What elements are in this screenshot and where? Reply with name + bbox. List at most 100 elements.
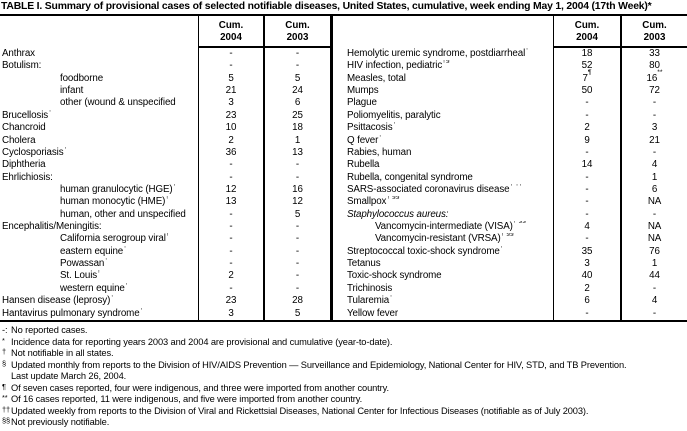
disease-label: Anthrax bbox=[0, 48, 198, 60]
cum-2003-value: 16 bbox=[263, 183, 330, 197]
right-table-header: Cum. 2004 Cum. 2003 bbox=[333, 16, 687, 48]
cum-2003-value: 3 bbox=[620, 122, 687, 135]
value-text: - bbox=[295, 245, 300, 257]
disease-name-text: Diphtheria bbox=[2, 159, 46, 171]
disease-name-text: other (wound & unspecified bbox=[60, 97, 176, 109]
cum-2004-value: 9 bbox=[553, 134, 620, 147]
table-row: Poliomyelitis, paralytic - - bbox=[333, 109, 687, 123]
value-text: 35 bbox=[581, 245, 593, 257]
value-text: 4 bbox=[584, 221, 590, 233]
value-text: 5 bbox=[294, 72, 301, 84]
header-cum-label: Cum. bbox=[285, 20, 310, 31]
value-text: 3 bbox=[228, 97, 234, 109]
superscript-marker: † §§ bbox=[501, 233, 514, 236]
table-row: SARS-associated coronavirus disease† †† -… bbox=[333, 183, 687, 197]
disease-label: St. Louis† bbox=[0, 270, 198, 282]
disease-name-text: Plague bbox=[347, 97, 377, 109]
value-text: 1 bbox=[294, 134, 301, 146]
column-header-cum-2004: Cum. 2004 bbox=[553, 16, 620, 48]
cum-2003-value: - bbox=[263, 60, 330, 73]
cum-2004-value: - bbox=[198, 258, 263, 271]
value-text: 21 bbox=[649, 134, 660, 146]
header-year-label: 2004 bbox=[576, 31, 598, 43]
value-text: - bbox=[585, 109, 589, 121]
header-year-label: 2004 bbox=[220, 31, 242, 43]
value-text: 2 bbox=[584, 122, 590, 134]
table-row: Mumps 50 72 bbox=[333, 85, 687, 98]
disease-label: Hemolytic uremic syndrome, postdiarrheal… bbox=[333, 48, 553, 60]
disease-name-text: Staphylococcus aureus: bbox=[347, 208, 449, 220]
value-text: 12 bbox=[292, 196, 303, 208]
cum-2003-value: NA bbox=[620, 196, 687, 209]
cum-2003-value: - bbox=[263, 245, 330, 259]
disease-name-text: human, other and unspecified bbox=[60, 208, 186, 220]
disease-label: Chancroid bbox=[0, 122, 198, 134]
disease-label: Rubella bbox=[333, 159, 553, 171]
table-row: Staphylococcus aureus: - - bbox=[333, 208, 687, 222]
value-text: 3 bbox=[228, 307, 234, 319]
cum-2004-value: - bbox=[198, 159, 263, 172]
cum-2004-value: 12 bbox=[198, 183, 263, 197]
disease-label: other (wound & unspecified bbox=[0, 97, 198, 109]
value-text: - bbox=[585, 307, 589, 319]
value-text: 13 bbox=[225, 196, 237, 208]
superscript-marker: † bbox=[525, 48, 529, 51]
disease-label: Hantavirus pulmonary syndrome† bbox=[0, 308, 198, 320]
superscript-marker: † bbox=[500, 246, 504, 249]
cum-2004-value: - bbox=[198, 233, 263, 246]
table-row: Brucellosis† 23 25 bbox=[0, 109, 330, 123]
footnote-text: Not previously notifiable. bbox=[11, 417, 110, 428]
cum-2003-value: 13 bbox=[263, 146, 330, 160]
value-text: 13 bbox=[292, 146, 303, 158]
cum-2004-value: 2 bbox=[553, 122, 620, 135]
value-text: 1 bbox=[651, 171, 658, 183]
footnote: ** Of 16 cases reported, 11 were indigeno… bbox=[2, 393, 686, 406]
cum-2004-value: 3 bbox=[553, 258, 620, 271]
disease-name-text: Smallpox bbox=[347, 196, 387, 208]
table-row: Yellow fever - - bbox=[333, 307, 687, 320]
cum-2004-value: 2 bbox=[198, 134, 263, 147]
table-row: infant 21 24 bbox=[0, 85, 330, 98]
cum-2004-value: 23 bbox=[198, 109, 263, 123]
table-row: eastern equine† - - bbox=[0, 245, 330, 259]
right-table-body: Hemolytic uremic syndrome, postdiarrheal… bbox=[333, 48, 687, 320]
superscript-marker: † bbox=[166, 233, 170, 236]
cum-2004-value: 2 bbox=[198, 270, 263, 283]
footnote-line: † Not notifiable in all states. bbox=[2, 347, 686, 360]
cum-2003-value: 21 bbox=[620, 134, 687, 147]
table-row: Tetanus 3 1 bbox=[333, 258, 687, 271]
disease-label: Tetanus bbox=[333, 258, 553, 270]
superscript-marker: † bbox=[389, 295, 393, 298]
disease-name-text: SARS-associated coronavirus disease bbox=[347, 183, 510, 195]
value-text: - bbox=[295, 60, 300, 72]
value-text: 6 bbox=[651, 183, 658, 195]
superscript-marker: † bbox=[165, 196, 169, 199]
value-text: 72 bbox=[649, 85, 660, 97]
value-text: - bbox=[229, 159, 233, 171]
footnote: §§ Not previously notifiable. bbox=[2, 416, 686, 429]
cum-2004-value: - bbox=[198, 60, 263, 73]
cum-2003-value: 5 bbox=[263, 307, 330, 320]
table-row: Vancomycin-intermediate (VISA)† §§ 4 NA bbox=[333, 221, 687, 234]
value-text: 76 bbox=[649, 245, 660, 257]
cum-2003-value: - bbox=[620, 146, 687, 160]
value-text: 14 bbox=[581, 159, 593, 171]
value-text: 12 bbox=[225, 183, 237, 195]
cum-2003-value: 33 bbox=[620, 48, 687, 61]
disease-label: Q fever† bbox=[333, 135, 553, 147]
disease-column-spacer bbox=[0, 16, 198, 48]
cum-2003-value: 44 bbox=[620, 270, 687, 283]
superscript-marker: † §§ bbox=[513, 221, 526, 224]
value-text: - bbox=[585, 208, 589, 220]
disease-label: SARS-associated coronavirus disease† †† bbox=[333, 184, 553, 196]
table-row: human monocytic (HME)† 13 12 bbox=[0, 196, 330, 209]
table-row: human, other and unspecified - 5 bbox=[0, 208, 330, 222]
value-text: - bbox=[585, 196, 589, 208]
table-row: Encephalitis/Meningitis: - - bbox=[0, 221, 330, 234]
value-text: - bbox=[229, 208, 233, 220]
disease-name-text: Botulism: bbox=[2, 60, 42, 72]
cum-2004-value: - bbox=[198, 208, 263, 222]
value-text: 2 bbox=[228, 134, 234, 146]
footnote-line: § Updated monthly from reports to the Div… bbox=[2, 359, 686, 372]
